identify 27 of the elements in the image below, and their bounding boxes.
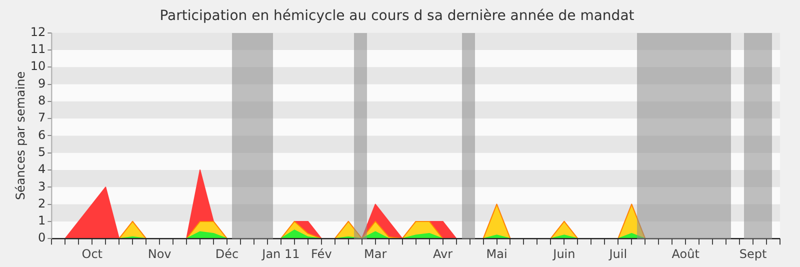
y-tick-label: 2 [38, 196, 46, 210]
y-tick-label: 1 [38, 214, 46, 228]
y-tick-label: 10 [30, 59, 46, 74]
x-tick-label: Juin [552, 246, 576, 261]
y-tick-label: 0 [38, 230, 46, 245]
y-tick-label: 3 [38, 179, 46, 194]
x-tick-label: Mar [364, 246, 387, 261]
y-tick-label: 12 [30, 24, 46, 39]
y-tick-label: 7 [38, 110, 46, 125]
chart-title: Participation en hémicycle au cours d sa dernière année de mandat [160, 8, 635, 24]
x-tick-label: Août [672, 246, 700, 261]
x-tick-label: Mai [486, 246, 508, 261]
x-tick-label: Juil [608, 246, 628, 261]
x-tick-label: Fév [311, 246, 332, 261]
y-tick-label: 11 [30, 42, 46, 56]
y-tick-label: 9 [38, 76, 46, 90]
y-tick-label: 6 [38, 128, 46, 142]
x-tick-label: Avr [433, 246, 453, 261]
x-tick-label: Oct [82, 246, 103, 261]
y-tick-label: 4 [38, 162, 46, 176]
y-axis-title: Séances par semaine [13, 71, 28, 200]
x-tick-label: Déc [215, 246, 239, 261]
x-tick-label: Nov [148, 246, 172, 261]
y-tick-label: 8 [38, 94, 46, 108]
x-tick-label: Jan 11 [261, 246, 300, 261]
x-tick-label: Sept [739, 246, 767, 261]
y-tick-label: 5 [38, 144, 46, 159]
